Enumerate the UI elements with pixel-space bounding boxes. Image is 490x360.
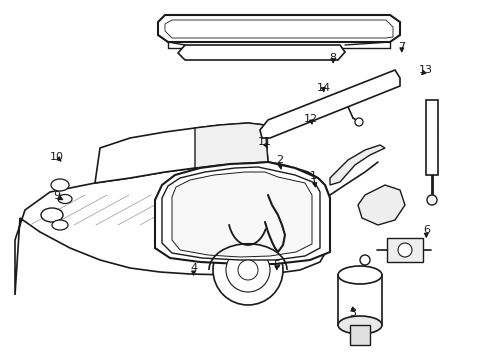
Ellipse shape bbox=[338, 316, 382, 334]
Polygon shape bbox=[158, 15, 400, 42]
Polygon shape bbox=[172, 172, 312, 257]
Ellipse shape bbox=[58, 194, 72, 203]
Text: 5: 5 bbox=[273, 260, 280, 270]
Text: 8: 8 bbox=[330, 53, 337, 63]
Text: 12: 12 bbox=[304, 114, 318, 124]
Polygon shape bbox=[178, 45, 345, 60]
Ellipse shape bbox=[41, 208, 63, 222]
Bar bbox=[350, 325, 370, 345]
Polygon shape bbox=[195, 123, 268, 168]
Text: 6: 6 bbox=[423, 225, 430, 235]
Ellipse shape bbox=[51, 179, 69, 191]
Circle shape bbox=[360, 255, 370, 265]
Polygon shape bbox=[260, 70, 400, 138]
Circle shape bbox=[238, 260, 258, 280]
Circle shape bbox=[213, 235, 283, 305]
Text: 3: 3 bbox=[349, 308, 356, 318]
Polygon shape bbox=[95, 123, 268, 183]
Circle shape bbox=[398, 243, 412, 257]
Text: 1: 1 bbox=[310, 171, 317, 181]
Ellipse shape bbox=[52, 220, 68, 230]
Circle shape bbox=[226, 248, 270, 292]
Polygon shape bbox=[15, 162, 330, 295]
Polygon shape bbox=[358, 185, 405, 225]
Text: 2: 2 bbox=[276, 155, 283, 165]
Polygon shape bbox=[330, 145, 385, 185]
Text: 14: 14 bbox=[317, 83, 330, 93]
Polygon shape bbox=[155, 162, 330, 264]
Circle shape bbox=[355, 118, 363, 126]
Text: 4: 4 bbox=[190, 263, 197, 273]
Polygon shape bbox=[426, 100, 438, 175]
Polygon shape bbox=[162, 167, 320, 260]
Text: 7: 7 bbox=[398, 42, 405, 52]
Circle shape bbox=[427, 195, 437, 205]
Polygon shape bbox=[387, 238, 423, 262]
Ellipse shape bbox=[338, 266, 382, 284]
Text: 13: 13 bbox=[419, 65, 433, 75]
Text: 9: 9 bbox=[53, 191, 60, 201]
Text: 11: 11 bbox=[258, 137, 271, 147]
Bar bbox=[338, 275, 382, 325]
Text: 10: 10 bbox=[49, 152, 63, 162]
Polygon shape bbox=[165, 20, 393, 38]
